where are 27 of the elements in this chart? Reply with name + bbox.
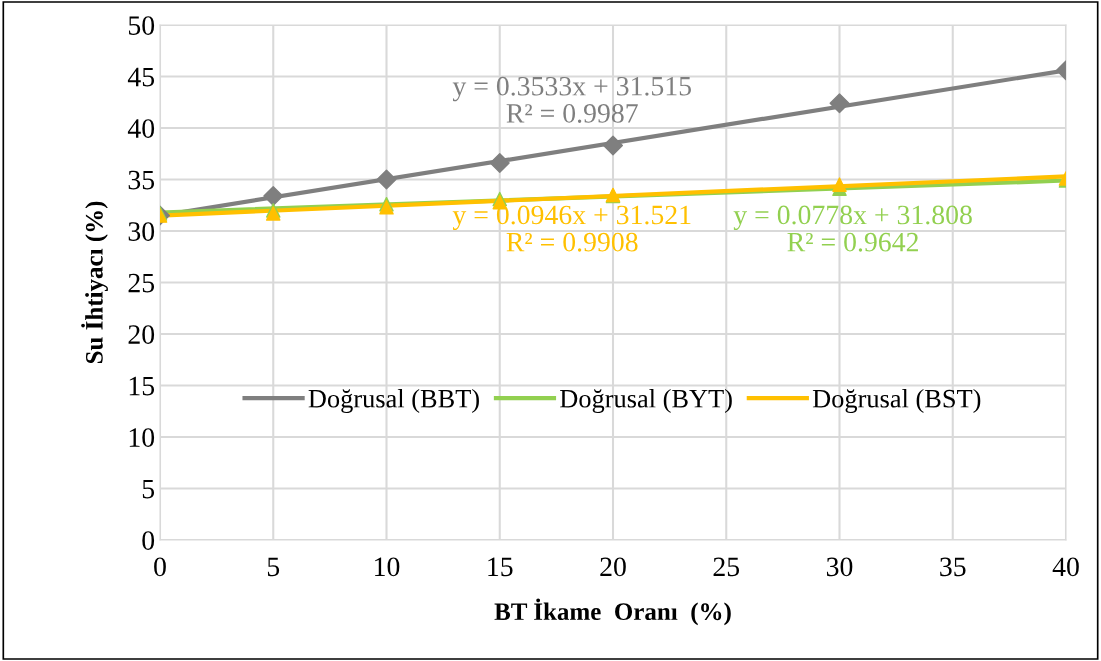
y-tick-label: 30 xyxy=(128,222,155,241)
legend-label: Doğrusal (BYT) xyxy=(560,389,732,414)
annotation: y = 0.3533x + 31.515 R² = 0.9987 xyxy=(452,76,691,123)
x-tick-label: 20 xyxy=(600,557,626,577)
x-tick-label: 10 xyxy=(375,557,400,577)
y-tick-label: 50 xyxy=(128,16,155,35)
annotation: y = 0.0946x + 31.521 R² = 0.9908 xyxy=(452,205,691,252)
x-tick-label: 25 xyxy=(713,557,740,577)
x-tick-label: 15 xyxy=(488,557,513,577)
y-tick-label: 40 xyxy=(127,119,155,138)
x-tick-label: 30 xyxy=(826,557,853,577)
x-tick-label: 40 xyxy=(1052,557,1079,577)
y-tick-label: 5 xyxy=(142,479,155,499)
y-tick-label: 10 xyxy=(129,428,155,447)
legend-label: Doğrusal (BBT) xyxy=(308,389,479,414)
y-tick-label: 35 xyxy=(128,170,155,190)
y-tick-label: 25 xyxy=(128,273,155,293)
legend-label: Doğrusal (BST) xyxy=(812,389,981,414)
y-axis-title: Su İhtiyacı (%) xyxy=(81,201,108,364)
x-axis-title: BT İkame Oranı (%) xyxy=(494,598,731,626)
y-tick-label: 20 xyxy=(128,325,155,344)
x-tick-label: 5 xyxy=(267,557,280,577)
y-tick-label: 15 xyxy=(129,376,155,396)
y-tick-label: 0 xyxy=(142,531,155,550)
annotation: y = 0.0778x + 31.808 R² = 0.9642 xyxy=(733,205,972,252)
y-tick-label: 45 xyxy=(127,67,155,87)
x-tick-label: 35 xyxy=(940,557,966,577)
